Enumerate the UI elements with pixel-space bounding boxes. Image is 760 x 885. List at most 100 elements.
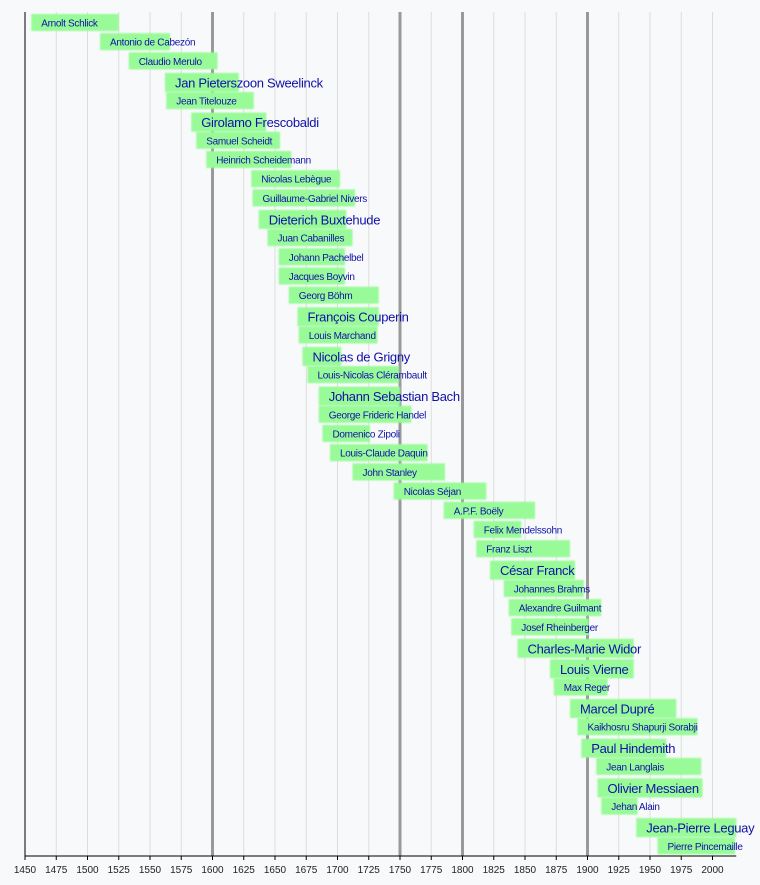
lifespan-bar: [476, 540, 570, 558]
x-tick-label: 1450: [14, 865, 37, 876]
composer-label: Marcel Dupré: [580, 702, 654, 717]
composer-label: Heinrich Scheidemann: [216, 156, 311, 167]
x-tick-label: 1850: [514, 865, 537, 876]
x-tick-label: 1475: [45, 865, 68, 876]
x-tick-label: 1500: [76, 865, 99, 876]
timeline-bar-group: Girolamo Frescobaldi: [191, 112, 320, 132]
timeline-bar-group: Felix Mendelssohn: [473, 521, 562, 538]
lifespan-bar: [330, 444, 428, 462]
timeline-bar-group: Louis-Claude Daquin: [330, 444, 428, 462]
lifespan-bar: [307, 366, 399, 384]
composer-label: Claudio Merulo: [139, 57, 203, 68]
lifespan-bar: [100, 33, 170, 51]
composer-label: Louis Marchand: [309, 331, 376, 342]
composer-label: Johann Sebastian Bach: [329, 389, 460, 404]
lifespan-bar: [322, 425, 370, 442]
x-tick-label: 1700: [326, 865, 349, 876]
composer-label: Jacques Boyvin: [289, 272, 355, 283]
x-tick-label: 1975: [670, 865, 693, 876]
timeline-bar-group: Samuel Scheidt: [196, 131, 280, 149]
timeline-bar-group: Kaikhosru Shapurji Sorabji: [577, 718, 698, 736]
composer-label: Paul Hindemith: [591, 741, 675, 756]
lifespan-bar: [657, 837, 735, 855]
composer-label: Jean Langlais: [606, 762, 664, 773]
composer-label: Pierre Pincemaille: [668, 842, 744, 853]
timeline-bar-group: Louis-Nicolas Clérambault: [307, 366, 428, 384]
lifespan-bar: [508, 599, 602, 617]
lifespan-bar: [165, 72, 239, 92]
x-tick-label: 1900: [576, 865, 599, 876]
lifespan-bar: [278, 267, 345, 285]
timeline-bar-group: Louis Vierne: [550, 659, 634, 679]
timeline-bar-group: Antonio de Cabezón: [100, 33, 196, 51]
composer-label: Franz Liszt: [486, 545, 532, 556]
timeline-bar-group: George Frideric Handel: [318, 405, 426, 423]
timeline-bar-group: Johann Pachelbel: [278, 248, 364, 266]
lifespan-bar: [206, 151, 292, 168]
x-tick-label: 1950: [639, 865, 662, 876]
composer-label: Juan Cabanilles: [278, 234, 345, 245]
lifespan-bar: [196, 131, 280, 149]
lifespan-bar: [517, 638, 634, 658]
timeline-bar-group: Jan Pieterszoon Sweelinck: [165, 72, 324, 92]
x-tick-label: 1650: [264, 865, 287, 876]
composer-label: Dieterich Buxtehude: [269, 212, 380, 227]
composer-label: François Couperin: [308, 310, 409, 325]
x-tick-label: 1675: [295, 865, 318, 876]
lifespan-bar: [393, 482, 487, 500]
composer-label: Samuel Scheidt: [206, 136, 272, 147]
x-tick-label: 1625: [233, 865, 256, 876]
lifespan-bar: [128, 52, 218, 70]
composer-label: Nicolas Lebègue: [261, 175, 332, 186]
composer-label: A.P.F. Boëly: [454, 506, 504, 517]
x-axis: 1450 1475 1500 1525 1550 1575 1600 1625 1650 1675…: [14, 12, 737, 876]
lifespan-bar: [278, 248, 345, 266]
composer-label: Felix Mendelssohn: [484, 526, 562, 537]
timeline-bar-group: Paul Hindemith: [581, 738, 676, 758]
x-tick-label: 2000: [701, 865, 724, 876]
timeline-bar-group: Pierre Pincemaille: [657, 837, 744, 855]
lifespan-bar: [288, 286, 379, 304]
x-tick-label: 1925: [608, 865, 631, 876]
x-tick-label: 1775: [420, 865, 443, 876]
composer-label: Max Reger: [564, 683, 611, 694]
x-tick-label: 1575: [170, 865, 193, 876]
composer-label: Kaikhosru Shapurji Sorabji: [588, 723, 698, 734]
timeline-bar-group: Josef Rheinberger: [511, 618, 599, 636]
lifespan-bar: [553, 678, 608, 696]
timeline-bar-group: Max Reger: [553, 678, 611, 696]
composer-label: Antonio de Cabezón: [110, 38, 195, 49]
lifespan-bar: [581, 738, 667, 758]
composer-label: Domenico Zipoli: [333, 430, 400, 441]
timeline-bar-group: Jean Langlais: [596, 757, 702, 775]
composer-label: Louis-Nicolas Clérambault: [318, 371, 428, 382]
lifespan-bar: [636, 818, 737, 838]
lifespan-bar: [596, 757, 702, 775]
composer-label: Jean Titelouze: [176, 97, 237, 108]
composer-label: Olivier Messiaen: [608, 781, 699, 796]
timeline-bar-group: Johann Sebastian Bach: [318, 386, 460, 406]
timeline-bar-group: César Franck: [490, 560, 576, 580]
timeline-bar-group: Jehan Alain: [601, 797, 660, 815]
composer-label: Arnolt Schlick: [41, 19, 99, 30]
timeline-bar-group: Georg Böhm: [288, 286, 379, 304]
timeline-bar-group: Franz Liszt: [476, 540, 570, 558]
composer-label: Nicolas Séjan: [404, 487, 461, 498]
lifespan-bar: [267, 229, 353, 247]
lifespan-bar: [302, 346, 342, 366]
composer-label: Girolamo Frescobaldi: [201, 115, 319, 130]
timeline-bar-group: Jacques Boyvin: [278, 267, 355, 285]
x-tick-label: 1600: [201, 865, 224, 876]
lifespan-bar: [490, 560, 575, 580]
composer-label: George Frideric Handel: [329, 410, 426, 421]
lifespan-bar: [577, 718, 698, 736]
composer-label: Louis Vierne: [560, 662, 629, 677]
timeline-bar-group: Johannes Brahms: [503, 579, 590, 597]
timeline-bar-group: Jean-Pierre Leguay: [636, 818, 755, 838]
lifespan-bar: [503, 579, 584, 597]
timeline-bar-group: Nicolas de Grigny: [302, 346, 411, 366]
timeline-bar-group: Arnolt Schlick: [31, 14, 119, 31]
lifespan-bar: [251, 170, 340, 188]
x-tick-label: 1875: [545, 865, 568, 876]
lifespan-bar: [31, 14, 119, 31]
